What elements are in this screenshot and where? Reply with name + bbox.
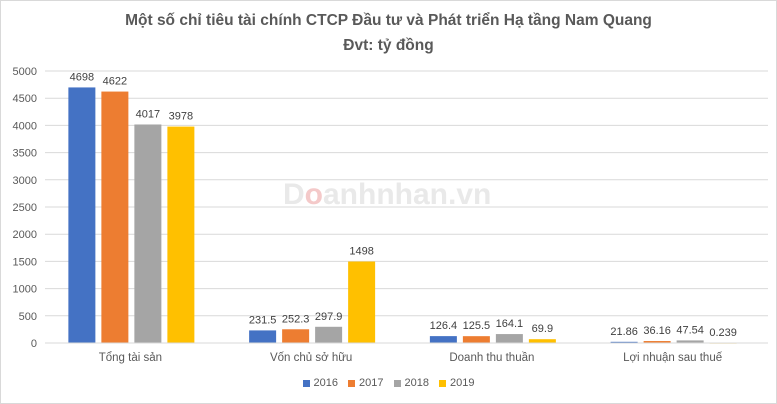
bar-2019 [167, 126, 195, 343]
y-tick-label: 4000 [13, 120, 37, 132]
bar-2017 [462, 336, 490, 343]
bar-2019 [528, 339, 556, 343]
legend-label: 2016 [313, 377, 339, 389]
y-tick-label: 2500 [13, 202, 37, 214]
bars [68, 87, 737, 344]
x-tick-label: Vốn chủ sở hữu [270, 352, 352, 364]
x-tick-label: Lợi nhuận sau thuế [623, 352, 723, 364]
y-axis: 0 500 1000 1500 2000 2500 3000 3500 4000 4500 5000 [13, 66, 37, 350]
legend-swatch [438, 379, 446, 387]
data-label: 164.1 [496, 318, 524, 330]
y-tick-label: 1000 [13, 284, 37, 296]
data-label: 1498 [349, 246, 373, 258]
data-label: 252.3 [282, 313, 310, 325]
y-tick-label: 3500 [13, 148, 37, 160]
bar-2016 [429, 336, 457, 343]
bar-2018 [315, 326, 343, 343]
x-tick-label: Doanh thu thuần [449, 352, 534, 364]
bar-2018 [134, 124, 162, 344]
legend-swatch [393, 379, 401, 387]
bar-2016 [249, 330, 277, 343]
y-tick-label: 5000 [13, 66, 37, 78]
legend-item-2019: 2019 [438, 377, 475, 389]
legend-item-2016: 2016 [302, 377, 339, 389]
legend-swatch [348, 379, 356, 387]
bar-2019 [348, 261, 376, 343]
watermark-logo: Doanhnhan.vn [283, 178, 492, 211]
legend: 2016 2017 2018 2019 [0, 377, 777, 389]
bar-2018 [495, 334, 523, 343]
y-tick-label: 2000 [13, 229, 37, 241]
y-tick-label: 0 [31, 338, 37, 350]
data-labels: 4698 4622 4017 3978 231.5 252.3 297.9 1498 126.4… [70, 71, 737, 339]
legend-label: 2018 [404, 377, 429, 389]
bar-2017 [101, 91, 129, 343]
data-label: 4622 [103, 76, 127, 88]
bar-2016 [68, 87, 96, 343]
legend-label: 2019 [449, 377, 475, 389]
x-tick-label: Tổng tài sản [99, 352, 162, 364]
data-label: 4698 [70, 71, 94, 83]
data-label: 126.4 [430, 320, 458, 332]
data-label: 3978 [169, 111, 193, 123]
data-label: 0.239 [709, 327, 737, 339]
legend-item-2017: 2017 [348, 377, 384, 389]
bar-2016 [610, 341, 638, 343]
data-label: 4017 [136, 108, 160, 120]
y-tick-label: 500 [19, 311, 37, 323]
chart-subtitle: Đvt: tỷ đồng [343, 37, 434, 54]
y-tick-label: 3000 [13, 175, 37, 187]
data-label: 125.5 [463, 320, 491, 332]
legend-item-2018: 2018 [393, 377, 429, 389]
bar-2018 [676, 340, 704, 343]
data-label: 69.9 [532, 323, 553, 335]
data-label: 47.54 [676, 324, 704, 336]
y-tick-label: 1500 [13, 256, 37, 268]
x-axis: Tổng tài sản Vốn chủ sở hữu Doanh thu thuầ… [45, 342, 768, 364]
data-label: 21.86 [610, 326, 638, 338]
y-tick-label: 4500 [13, 93, 37, 105]
data-label: 297.9 [315, 311, 343, 323]
data-label: 36.16 [643, 325, 671, 337]
chart-title: Một số chỉ tiêu tài chính CTCP Đầu tư và… [125, 12, 652, 29]
data-label: 231.5 [249, 314, 277, 326]
bar-2017 [282, 329, 310, 343]
bar-2017 [643, 341, 671, 343]
legend-label: 2017 [359, 377, 384, 389]
legend-swatch [302, 379, 310, 387]
